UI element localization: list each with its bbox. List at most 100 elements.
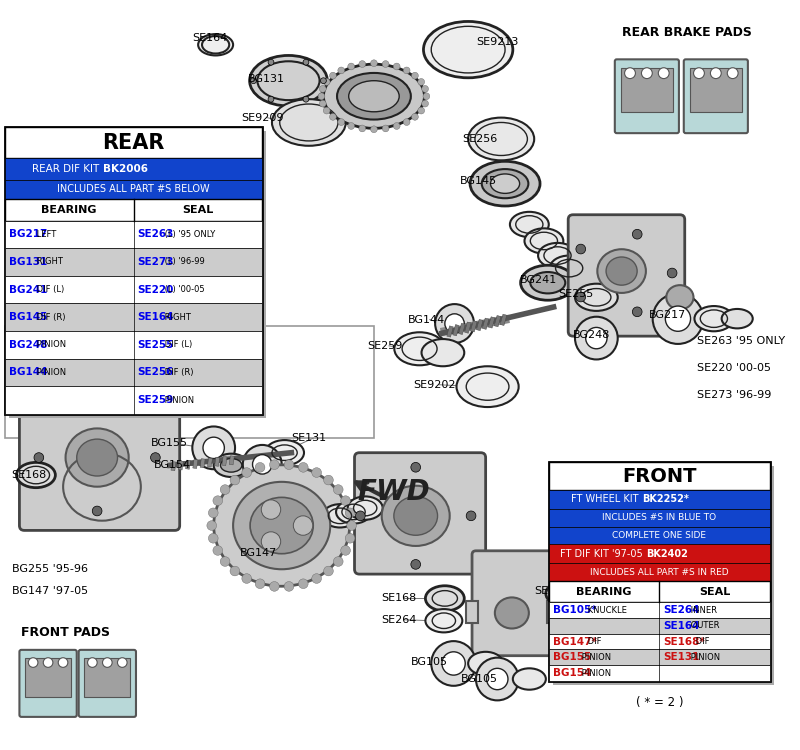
Bar <box>547 602 558 622</box>
Ellipse shape <box>513 668 546 690</box>
FancyBboxPatch shape <box>472 550 553 656</box>
Text: BG147: BG147 <box>240 548 277 558</box>
Circle shape <box>411 463 421 472</box>
Text: INCLUDES ALL PART #S BELOW: INCLUDES ALL PART #S BELOW <box>58 184 210 194</box>
Ellipse shape <box>349 81 399 112</box>
Circle shape <box>118 658 127 668</box>
Circle shape <box>270 460 279 470</box>
Circle shape <box>422 86 429 92</box>
Ellipse shape <box>722 309 753 328</box>
Bar <box>621 68 673 112</box>
Text: SE259: SE259 <box>367 340 402 351</box>
Circle shape <box>370 126 378 133</box>
Circle shape <box>355 511 365 520</box>
Text: SE255: SE255 <box>558 290 594 299</box>
Ellipse shape <box>490 174 520 194</box>
Text: SE220 '00-05: SE220 '00-05 <box>698 363 771 374</box>
Ellipse shape <box>272 99 346 146</box>
Text: DIF: DIF <box>585 637 602 646</box>
Text: SE9202: SE9202 <box>413 380 455 390</box>
Text: BG255 '95-96: BG255 '95-96 <box>12 564 88 574</box>
Circle shape <box>150 453 160 463</box>
Text: BG105: BG105 <box>462 674 498 684</box>
Circle shape <box>338 118 345 125</box>
Text: BK2006: BK2006 <box>102 164 148 174</box>
Bar <box>446 326 454 338</box>
Circle shape <box>262 532 281 551</box>
Circle shape <box>667 268 677 278</box>
Circle shape <box>250 78 257 83</box>
Text: RIGHT: RIGHT <box>34 257 63 266</box>
Text: BG105: BG105 <box>411 656 448 667</box>
Text: BK2252*: BK2252* <box>642 494 689 504</box>
Text: BG248: BG248 <box>9 340 47 350</box>
Bar <box>193 459 198 469</box>
Ellipse shape <box>426 609 462 632</box>
Text: BG155: BG155 <box>553 652 591 662</box>
Circle shape <box>58 658 68 668</box>
Bar <box>549 463 770 490</box>
Circle shape <box>346 533 355 543</box>
Bar <box>466 602 478 622</box>
Text: PINION: PINION <box>162 395 194 404</box>
Circle shape <box>632 230 642 239</box>
Text: DIF (R): DIF (R) <box>34 313 66 322</box>
Text: BG145: BG145 <box>9 312 47 322</box>
Circle shape <box>298 463 308 472</box>
Ellipse shape <box>435 304 474 343</box>
Text: COMPLETE ONE SIDE: COMPLETE ONE SIDE <box>613 531 706 540</box>
FancyBboxPatch shape <box>615 59 679 134</box>
Text: SE168: SE168 <box>382 593 417 604</box>
FancyBboxPatch shape <box>684 59 748 134</box>
Bar <box>25 658 71 698</box>
Ellipse shape <box>442 652 466 675</box>
Text: PINION: PINION <box>34 340 66 350</box>
Ellipse shape <box>445 314 464 333</box>
Text: FRONT: FRONT <box>622 466 697 485</box>
Bar <box>200 458 205 468</box>
Circle shape <box>348 63 354 70</box>
Bar <box>553 466 774 685</box>
Ellipse shape <box>192 427 235 470</box>
Ellipse shape <box>214 465 350 586</box>
Ellipse shape <box>476 658 518 700</box>
Circle shape <box>321 78 326 83</box>
Bar <box>207 458 213 467</box>
Ellipse shape <box>265 440 304 465</box>
Circle shape <box>92 399 102 409</box>
Text: DIF (R): DIF (R) <box>162 368 194 377</box>
Bar <box>5 358 262 386</box>
Circle shape <box>710 68 722 79</box>
Text: SE168: SE168 <box>12 470 47 480</box>
Text: SE168*: SE168* <box>663 637 705 646</box>
Circle shape <box>312 574 322 584</box>
Bar <box>549 634 770 650</box>
Text: BG248: BG248 <box>573 330 610 340</box>
Circle shape <box>370 60 378 67</box>
Text: BG147*: BG147* <box>553 637 597 646</box>
Text: REAR: REAR <box>102 133 165 153</box>
Ellipse shape <box>521 266 575 300</box>
Text: BG145: BG145 <box>459 176 497 186</box>
Text: RIGHT: RIGHT <box>162 313 190 322</box>
Ellipse shape <box>694 306 734 332</box>
Bar <box>465 322 471 333</box>
Ellipse shape <box>666 306 690 332</box>
Ellipse shape <box>538 243 577 268</box>
Text: REAR DIF KIT: REAR DIF KIT <box>32 164 102 174</box>
Bar <box>5 220 262 248</box>
Circle shape <box>213 496 222 506</box>
Bar <box>549 563 770 581</box>
Ellipse shape <box>470 161 540 206</box>
Circle shape <box>268 96 274 102</box>
Bar <box>5 180 262 200</box>
Bar <box>453 325 459 336</box>
Ellipse shape <box>337 73 411 119</box>
Circle shape <box>394 63 400 70</box>
Bar <box>500 314 506 326</box>
Text: BEARING: BEARING <box>42 205 97 215</box>
Text: SE164: SE164 <box>663 621 700 631</box>
Circle shape <box>330 72 336 79</box>
Text: DIF (L): DIF (L) <box>162 340 192 350</box>
Bar <box>5 331 262 358</box>
